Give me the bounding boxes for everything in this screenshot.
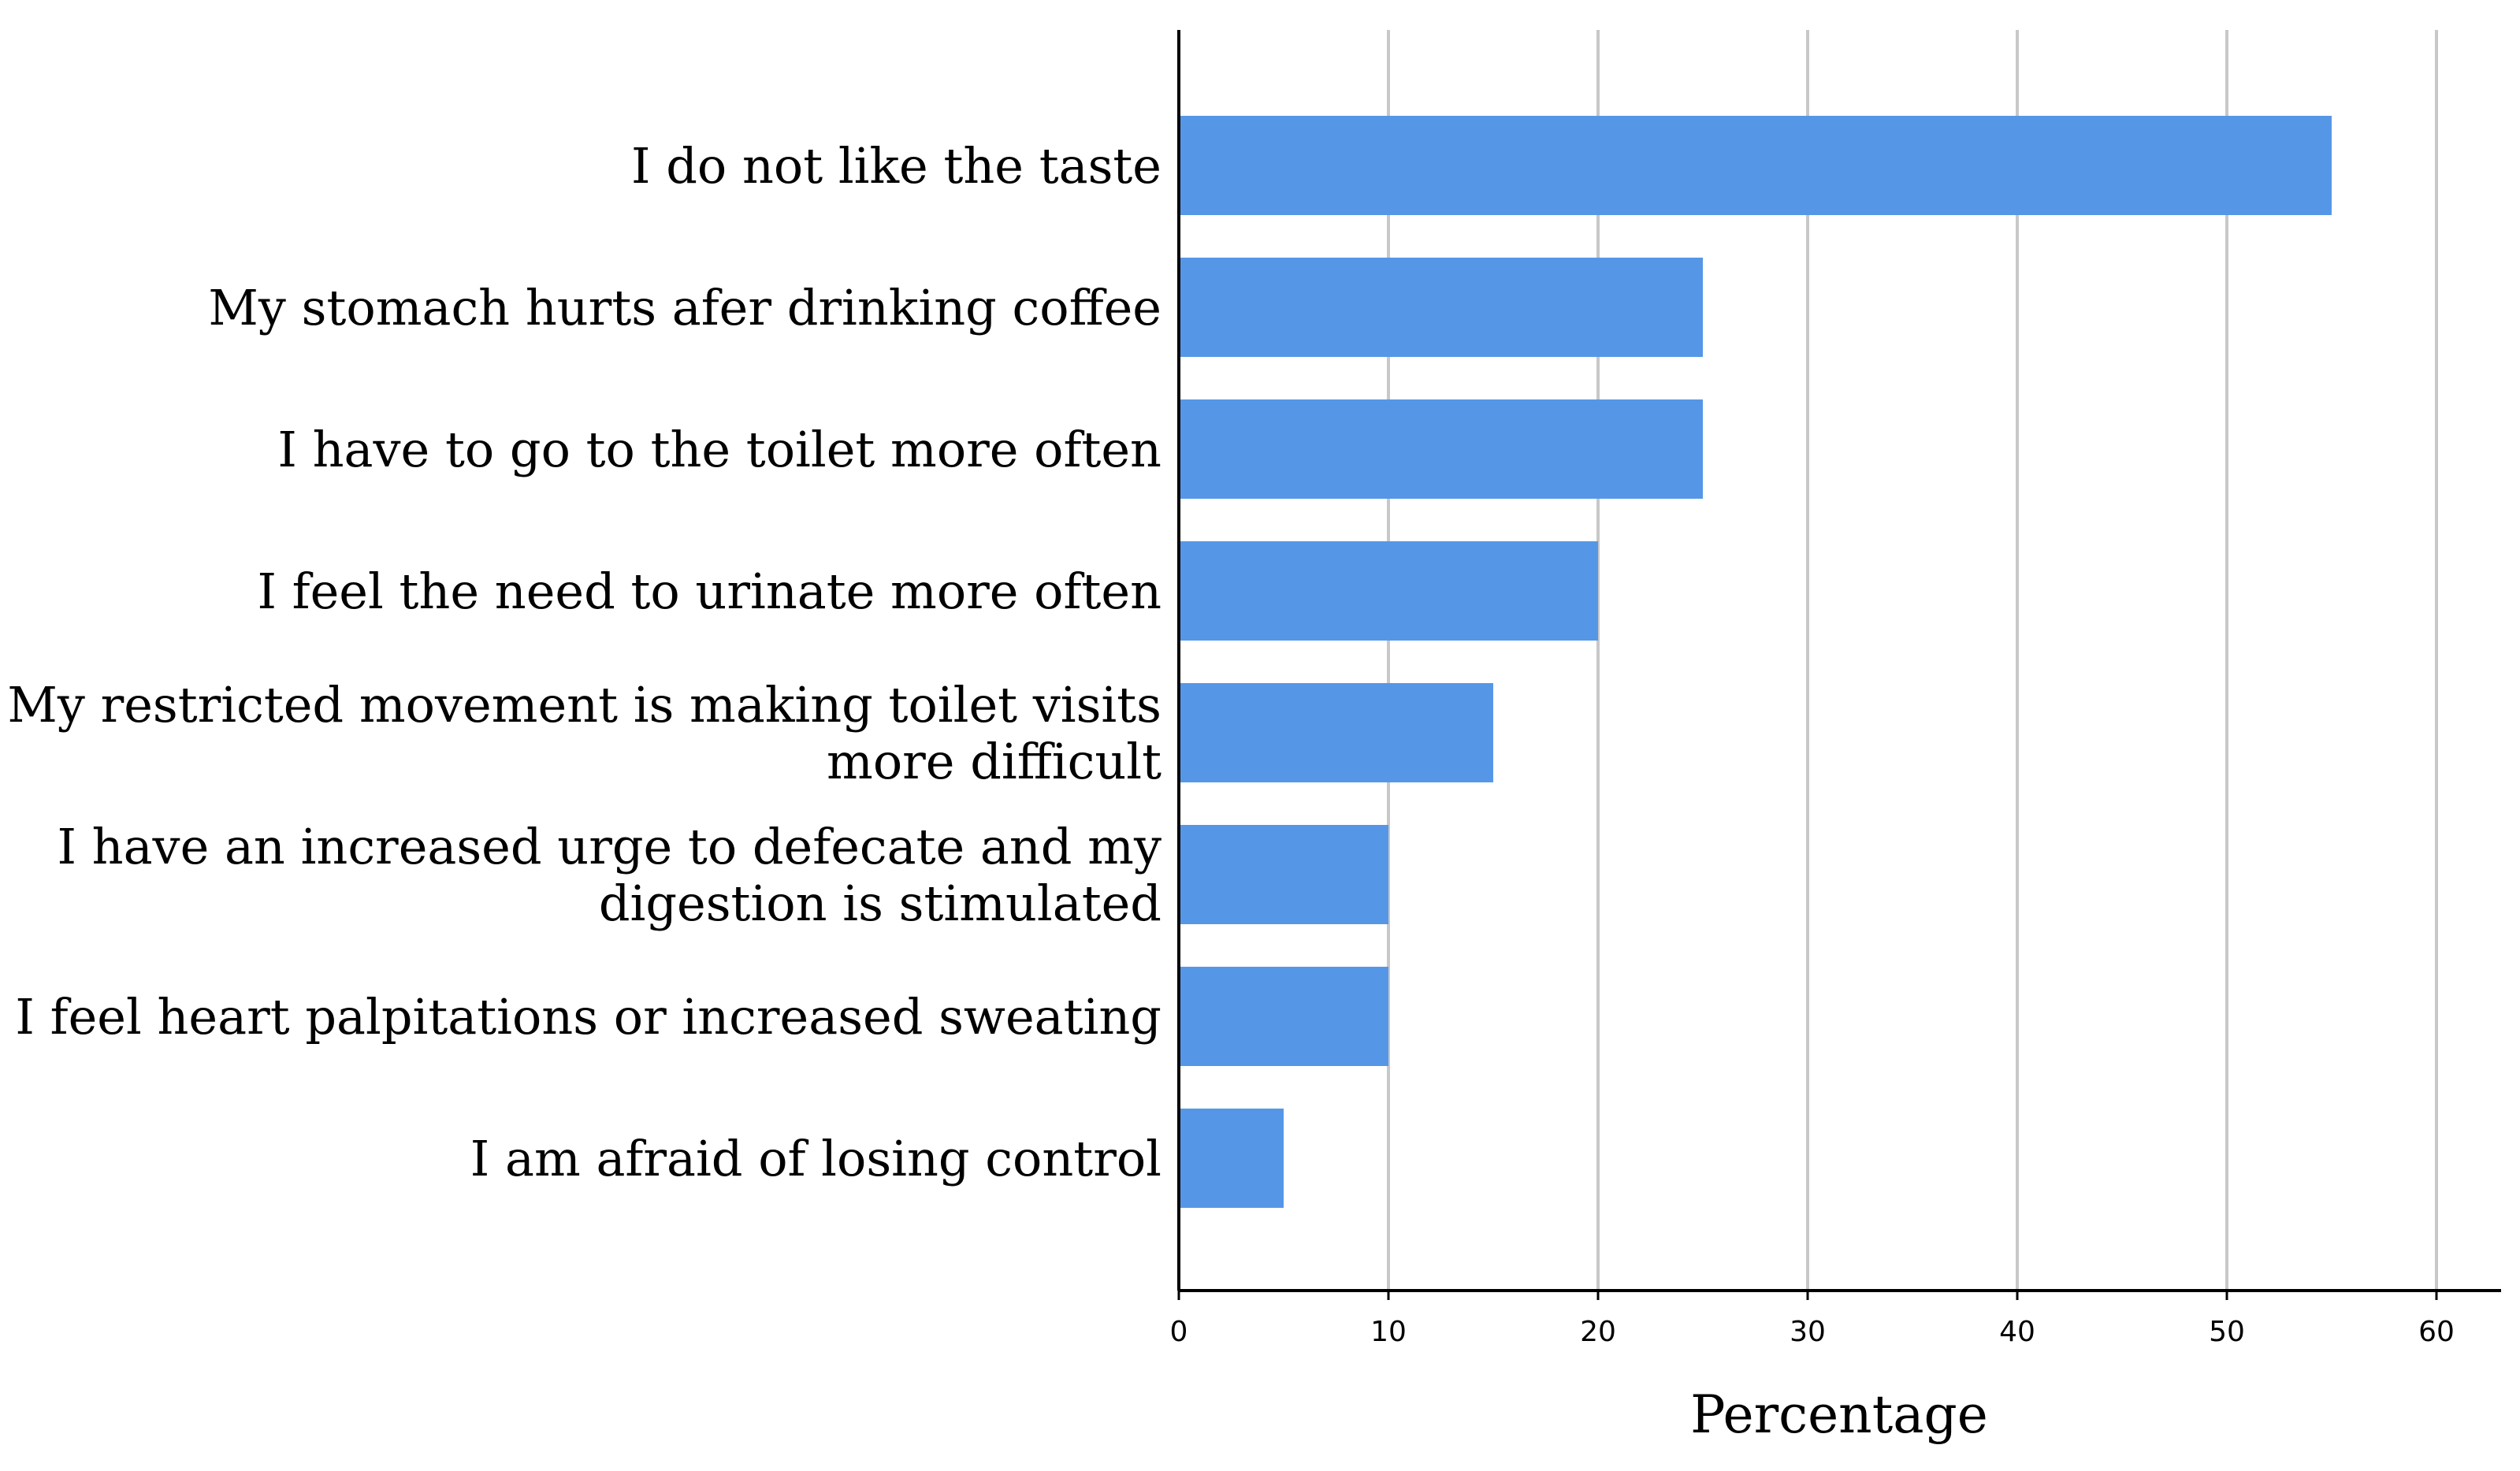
axes xyxy=(1177,30,2501,1300)
x-tick-labels: 0 10 20 30 40 50 60 xyxy=(1170,1316,2455,1348)
bars xyxy=(1179,116,2332,1208)
x-tick-label-50: 50 xyxy=(2209,1316,2245,1348)
bar-4 xyxy=(1179,541,1598,641)
bar-7 xyxy=(1179,967,1388,1066)
x-tick-label-40: 40 xyxy=(1999,1316,2035,1348)
x-tick-label-30: 30 xyxy=(1790,1316,1826,1348)
category-label-2: My stomach hurts afer drinking coffee xyxy=(208,279,1162,336)
x-tick-label-60: 60 xyxy=(2418,1316,2455,1348)
x-axis-title: Percentage xyxy=(1690,1384,1988,1445)
category-label-8: I am afraid of losing control xyxy=(470,1130,1162,1187)
bar-1 xyxy=(1179,116,2332,215)
bar-6 xyxy=(1179,825,1388,924)
bar-8 xyxy=(1179,1109,1284,1208)
bar-5 xyxy=(1179,683,1493,782)
category-label-4: I feel the need to urinate more often xyxy=(257,563,1162,620)
category-label-5-line-1: My restricted movement is making toilet … xyxy=(7,676,1162,734)
category-label-7: I feel heart palpitations or increased s… xyxy=(15,988,1162,1046)
category-label-6-line-2: digestion is stimulated xyxy=(599,875,1162,932)
bar-2 xyxy=(1179,258,1703,357)
category-label-3: I have to go to the toilet more often xyxy=(277,421,1162,478)
category-label-1: I do not like the taste xyxy=(631,137,1162,195)
bar-3 xyxy=(1179,399,1703,499)
x-tick-label-10: 10 xyxy=(1370,1316,1407,1348)
x-tick-label-0: 0 xyxy=(1170,1316,1188,1348)
category-label-5-line-2: more difficult xyxy=(827,733,1162,790)
gridlines xyxy=(1387,30,2438,1291)
category-labels: I do not like the taste My stomach hurts … xyxy=(7,137,1162,1187)
category-label-6-line-1: I have an increased urge to defecate and… xyxy=(57,818,1162,875)
x-tick-label-20: 20 xyxy=(1580,1316,1616,1348)
